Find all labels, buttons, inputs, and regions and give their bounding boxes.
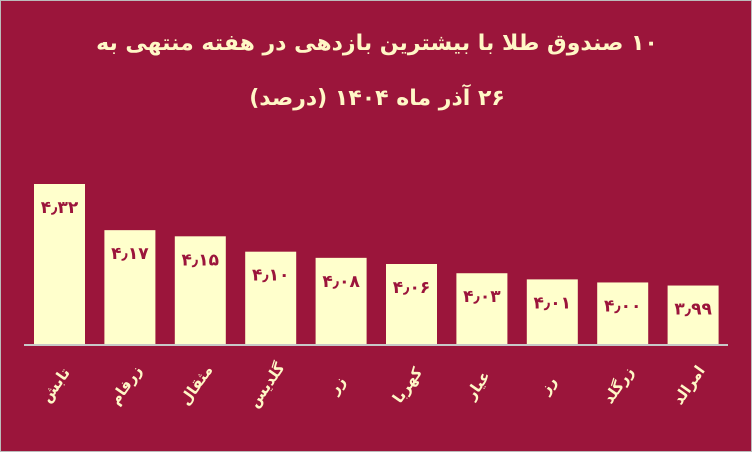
category-label: رز [535,373,560,398]
data-label: ۴٫۳۲ [41,198,79,218]
chart-title-line2: ۲۶ آذر ماه ۱۴۰۴ (درصد) [249,86,505,111]
data-label: ۴٫۰۳ [463,287,501,307]
category-label: زرفام [106,362,146,408]
bar [174,236,226,344]
data-label: ۴٫۰۸ [322,272,360,292]
category-label: کهربا [389,364,426,407]
category-label: امرالد [669,362,709,408]
data-label: ۴٫۰۰ [604,296,641,316]
category-label: مثقال [176,362,216,409]
bar [667,285,719,344]
data-label: ۴٫۰۱ [534,293,571,313]
category-label: تابش [37,364,74,406]
bar [104,230,156,344]
data-label: ۴٫۱۷ [111,244,149,264]
bar [386,264,437,344]
category-label: زر [324,373,349,398]
category-label: زرگلد [600,363,638,407]
category-label: عیار [461,367,494,403]
data-label: ۴٫۰۶ [393,278,430,298]
bar [315,257,367,344]
bar [456,273,508,344]
bar [34,184,85,344]
bar [597,282,649,344]
data-label: ۳٫۹۹ [674,300,712,320]
bar [526,279,578,344]
bar [245,251,297,344]
category-label: گلدیس [245,359,289,411]
data-label: ۴٫۱۰ [252,266,289,286]
data-label: ۴٫۱۵ [182,250,219,270]
chart-title-line1: ۱۰ صندوق طلا با بیشترین بازدهی در هفته م… [96,31,658,56]
